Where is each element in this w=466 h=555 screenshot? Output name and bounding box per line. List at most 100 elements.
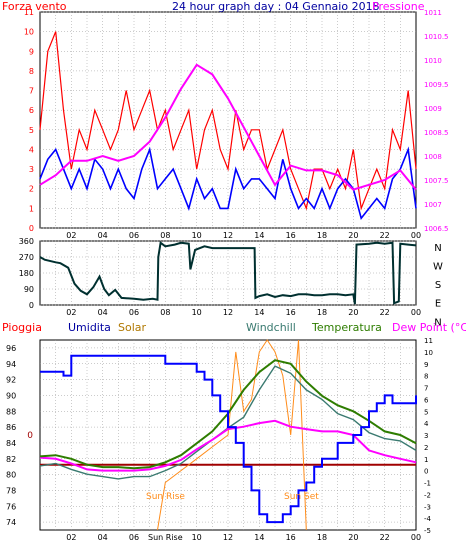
humidity-tick-6: 86 <box>6 423 16 432</box>
temperature-tick-5: 0 <box>424 468 428 476</box>
mid-x-tick-0: 02 <box>66 308 76 317</box>
direction-degree-ticks: 0 90 180 270 360 <box>19 237 34 310</box>
top-x-tick-10: 22 <box>380 231 390 240</box>
temperature-tick-8: 3 <box>424 432 428 440</box>
temperature-tick-6: 1 <box>424 456 428 464</box>
wind-tick-10: 10 <box>24 28 34 37</box>
bot-x-tick-11: 00 <box>411 533 421 542</box>
mid-x-tick-2: 06 <box>129 308 139 317</box>
bot-x-tick-10: 22 <box>380 533 390 542</box>
top-x-tick-0: 02 <box>66 231 76 240</box>
temperature-tick-9: 4 <box>424 420 429 428</box>
pressure-tick-4: 1008.5 <box>424 129 449 137</box>
temperature-tick-12: 7 <box>424 385 428 393</box>
bot-x-tick-7: 16 <box>286 533 296 542</box>
middle-time-axis-ticks: 02 04 06 08 10 12 14 16 18 20 22 00 <box>66 308 421 317</box>
top-x-tick-4: 10 <box>192 231 202 240</box>
pressure-tick-5: 1009 <box>424 105 442 113</box>
top-time-axis-ticks: 02 04 06 08 10 12 14 16 18 20 22 00 <box>66 231 421 240</box>
pressure-axis-ticks: 1006.5 1007 1007.5 1008 1008.5 1009 1009.5 1010… <box>424 9 449 233</box>
humidity-tick-1: 76 <box>6 502 16 511</box>
humidity-tick-2: 78 <box>6 486 16 495</box>
wind-tick-1: 1 <box>29 204 34 213</box>
pressure-tick-6: 1009.5 <box>424 81 449 89</box>
top-x-tick-9: 20 <box>348 231 358 240</box>
humidity-line <box>40 354 417 524</box>
mid-x-tick-4: 10 <box>192 308 202 317</box>
mid-x-tick-11: 00 <box>411 308 421 317</box>
legend-windchill: Windchill <box>246 321 296 334</box>
sun-rise-label: Sun Rise <box>146 492 185 502</box>
direction-degree-tick-0: 0 <box>29 301 34 310</box>
humidity-tick-9: 92 <box>6 376 16 385</box>
direction-compass-tick-0: N <box>434 243 441 254</box>
direction-degree-tick-1: 90 <box>24 285 34 294</box>
temperature-tick-16: 11 <box>424 337 433 345</box>
mid-x-tick-6: 14 <box>254 308 264 317</box>
pressure-tick-9: 1011 <box>424 9 442 17</box>
mid-x-tick-7: 16 <box>286 308 296 317</box>
wind-pressure-grid <box>40 11 416 229</box>
wind-tick-3: 3 <box>29 165 34 174</box>
bot-x-tick-4: 10 <box>192 533 202 542</box>
humidity-tick-11: 96 <box>6 344 16 353</box>
wind-direction-series <box>39 241 417 305</box>
mid-x-tick-8: 18 <box>317 308 327 317</box>
top-x-tick-6: 14 <box>254 231 264 240</box>
bot-x-tick-5: 12 <box>223 533 233 542</box>
top-x-tick-11: 00 <box>411 231 421 240</box>
wind-pressure-series <box>39 31 417 220</box>
legend-rain: Pioggia <box>2 321 42 334</box>
legend-humidity: Umidita <box>68 321 111 334</box>
pressure-tick-2: 1007.5 <box>424 177 449 185</box>
wind-tick-2: 2 <box>29 185 34 194</box>
wind-tick-9: 9 <box>29 47 34 56</box>
humidity-axis-ticks: 74 76 78 80 82 84 86 88 90 92 94 96 <box>6 344 16 527</box>
temperature-tick-13: 8 <box>424 373 428 381</box>
wind-tick-11: 11 <box>24 8 34 17</box>
direction-compass-tick-3: E <box>435 299 441 310</box>
wind-direction-line <box>39 241 417 305</box>
top-x-tick-5: 12 <box>223 231 233 240</box>
pressure-tick-1: 1007 <box>424 201 442 209</box>
bot-x-tick-1: 04 <box>98 533 108 542</box>
pressure-axis-label: Pressione <box>372 0 425 13</box>
bot-x-tick-9: 20 <box>348 533 358 542</box>
pressure-tick-3: 1008 <box>424 153 442 161</box>
top-x-tick-2: 06 <box>129 231 139 240</box>
top-x-tick-8: 18 <box>317 231 327 240</box>
humidity-tick-10: 94 <box>6 360 16 369</box>
humidity-tick-0: 74 <box>6 518 16 527</box>
wind-tick-4: 4 <box>29 145 34 154</box>
wind-tick-6: 6 <box>29 106 34 115</box>
pressure-tick-0: 1006.5 <box>424 225 449 233</box>
temperature-humidity-series <box>39 339 417 531</box>
mid-x-tick-10: 22 <box>380 308 390 317</box>
bot-x-tick-8: 18 <box>317 533 327 542</box>
temperature-tick-2: -3 <box>424 503 431 511</box>
bot-x-tick-0: 02 <box>66 533 76 542</box>
wind-tick-8: 8 <box>29 67 34 76</box>
top-x-tick-7: 16 <box>286 231 296 240</box>
direction-compass-tick-1: W <box>433 262 443 273</box>
humidity-tick-3: 80 <box>6 471 16 480</box>
wind-tick-5: 5 <box>29 126 34 135</box>
bottom-time-axis-ticks: 02 04 06 Sun Rise 10 12 14 16 18 20 22 00 <box>66 533 421 542</box>
temperature-tick-4: -1 <box>424 480 431 488</box>
pressure-line <box>39 63 417 191</box>
bot-x-tick-3: Sun Rise <box>148 533 183 542</box>
direction-compass-tick-2: S <box>435 280 441 291</box>
mid-x-tick-9: 20 <box>348 308 358 317</box>
temperature-tick-14: 9 <box>424 361 428 369</box>
wind-tick-0: 0 <box>29 224 34 233</box>
temperature-axis-ticks: -5 -4 -3 -2 -1 0 1 2 3 4 5 6 7 8 9 10 11 <box>424 337 433 535</box>
top-x-tick-1: 04 <box>98 231 108 240</box>
rain-zero-tick: 0 <box>27 431 33 441</box>
temperature-tick-7: 2 <box>424 444 428 452</box>
bot-x-tick-2: 06 <box>129 533 139 542</box>
legend-temperature: Temperatura <box>311 321 382 334</box>
bot-x-tick-6: 14 <box>254 533 264 542</box>
pressure-tick-7: 1010 <box>424 57 442 65</box>
